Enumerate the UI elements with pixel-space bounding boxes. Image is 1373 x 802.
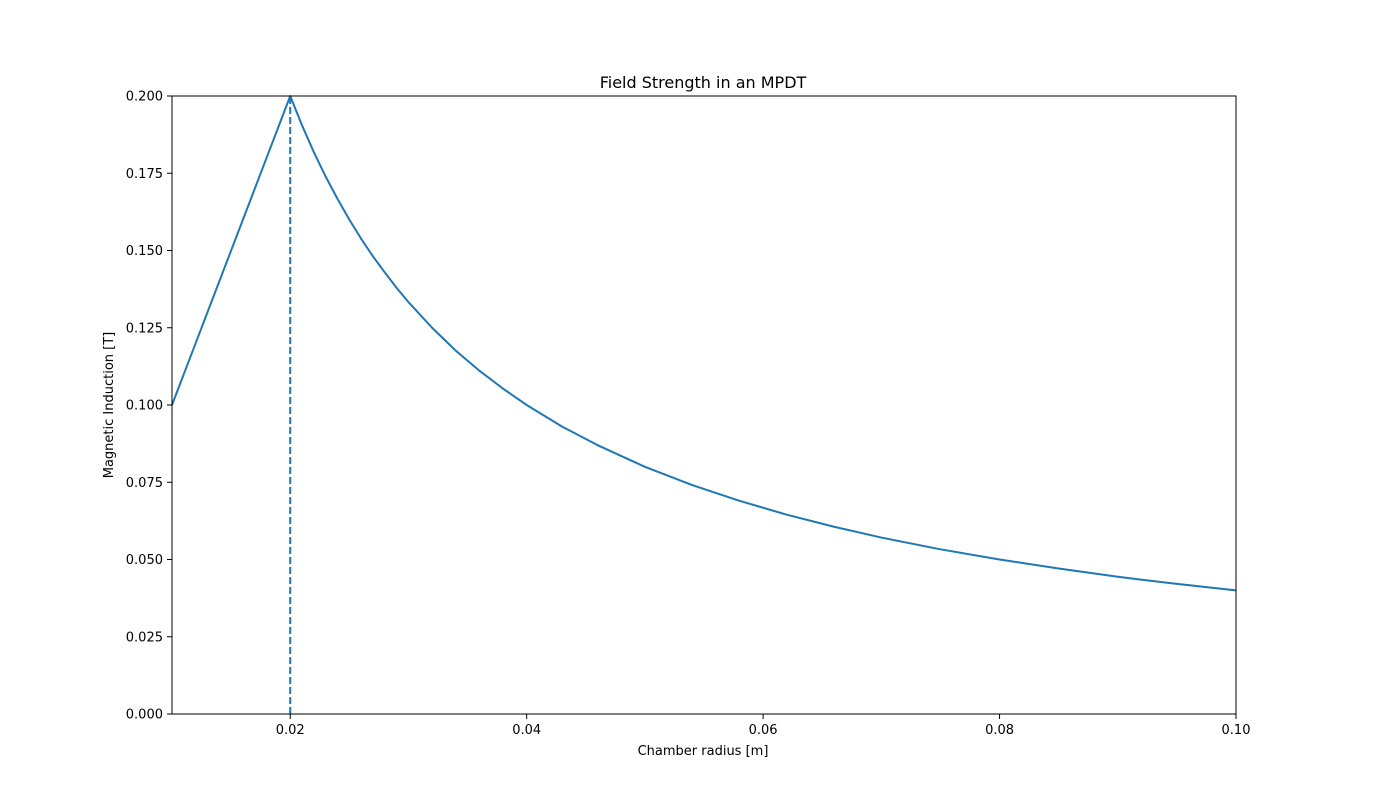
y-tick-label: 0.125	[126, 321, 163, 336]
y-tick-label: 0.100	[126, 399, 163, 414]
y-tick-label: 0.200	[126, 90, 163, 105]
chart-title: Field Strength in an MPDT	[600, 73, 807, 92]
y-tick-label: 0.000	[126, 708, 163, 723]
x-tick-label: 0.06	[749, 723, 778, 738]
x-tick-label: 0.08	[985, 723, 1014, 738]
y-tick-label: 0.075	[126, 476, 163, 491]
y-tick-label: 0.050	[126, 553, 163, 568]
y-tick-label: 0.175	[126, 167, 163, 182]
x-tick-label: 0.04	[512, 723, 541, 738]
plot-area: 0.02 0.04 0.06 0.08 0.10 0.000 0.025 0.050 0.075…	[126, 90, 1251, 739]
y-tick-label: 0.025	[126, 630, 163, 645]
y-tick-label: 0.150	[126, 244, 163, 259]
x-tick-label: 0.02	[276, 723, 305, 738]
y-axis-label: Magnetic Induction [T]	[102, 332, 117, 479]
series-line-0	[171, 95, 1237, 592]
x-tick-label: 0.10	[1222, 723, 1251, 738]
x-axis-label: Chamber radius [m]	[638, 744, 769, 759]
